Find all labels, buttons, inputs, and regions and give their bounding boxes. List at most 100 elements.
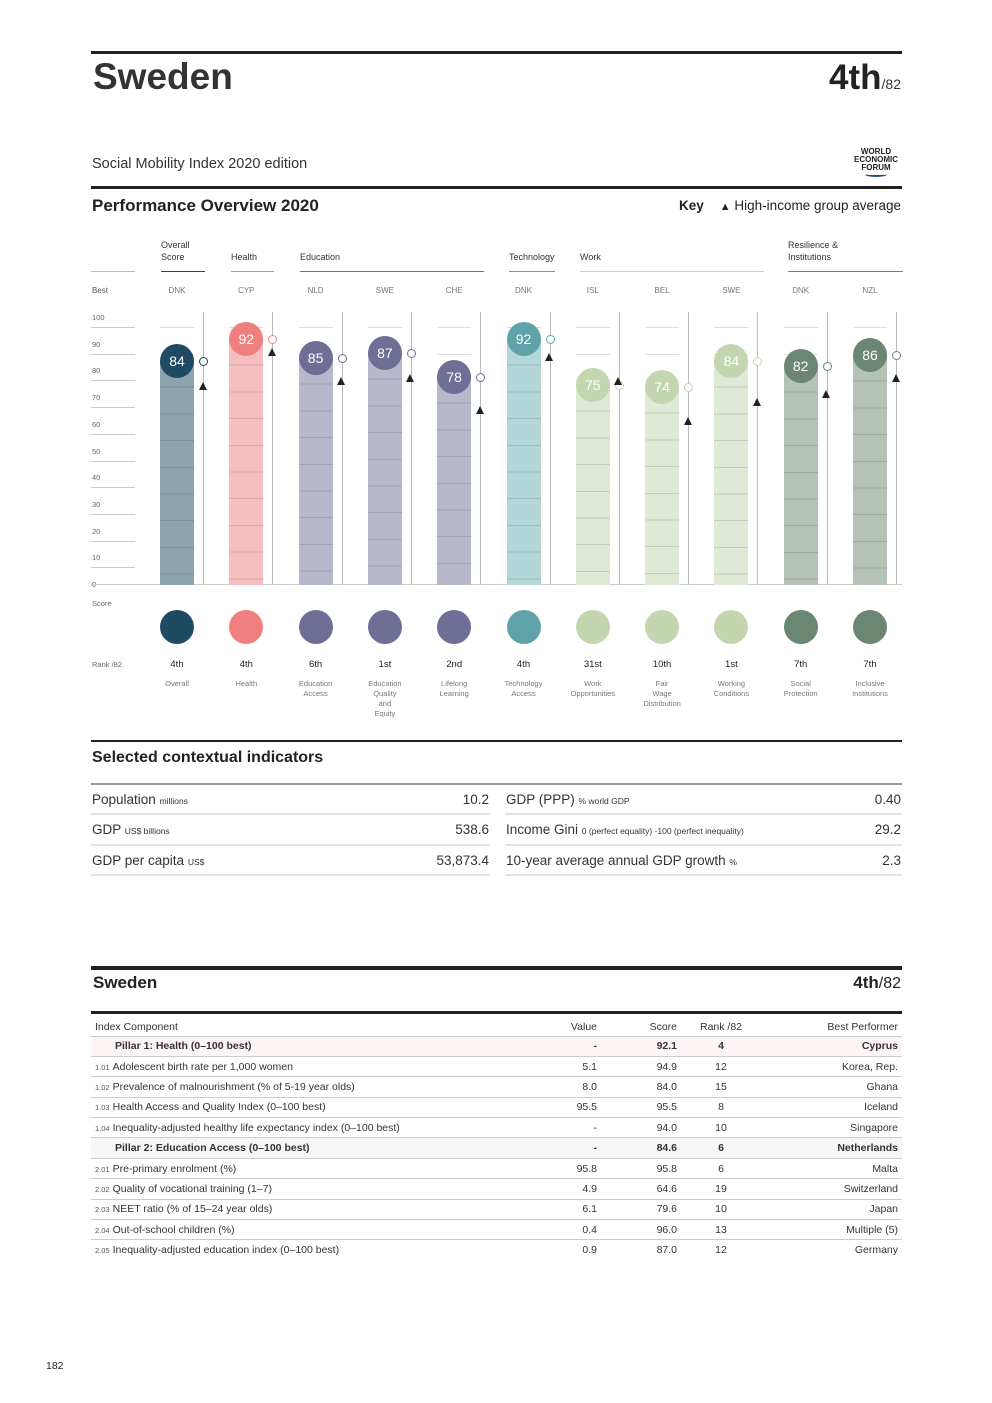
column-axis <box>480 312 482 585</box>
component-label: Pillar 2: Education Access (0–100 best) <box>115 1142 310 1155</box>
y-tick-label: 40 <box>92 473 101 483</box>
group-label: Education <box>300 252 341 262</box>
high-income-average-triangle <box>267 347 276 356</box>
high-income-average-triangle <box>545 353 553 362</box>
column-gridline <box>298 327 333 328</box>
column-axis <box>757 312 759 585</box>
col-score: Score <box>649 1020 677 1033</box>
component-label: Prevalence of malnourishment (% of 5-19 … <box>112 1080 355 1093</box>
score-bar <box>645 387 680 585</box>
best-country-code: BEL <box>654 286 670 295</box>
pillar-rank: 6th <box>308 659 323 670</box>
pillar-dot <box>367 610 402 644</box>
table-row: 2.03 NEET ratio (% of 15–24 year olds) 6.1… <box>91 1198 902 1220</box>
detail-rank: 4th/82 <box>853 973 901 993</box>
group-underline <box>161 271 205 272</box>
component-name: 2.01 Pre-primary enrolment (%) <box>91 1157 531 1179</box>
table-row: Pillar 2: Education Access (0–100 best) -… <box>91 1137 902 1159</box>
group-label: Work <box>580 252 601 262</box>
indicator-value: 2.3 <box>882 852 901 868</box>
indicator-unit: % <box>729 856 737 867</box>
pillar-label: Education Access <box>298 679 333 698</box>
score-bar <box>783 366 818 585</box>
pillar-dot <box>853 610 887 644</box>
ctx-rule <box>91 740 902 742</box>
component-label: Adolescent birth rate per 1,000 women <box>112 1060 293 1073</box>
component-value: 95.5 <box>531 1096 601 1118</box>
column-axis <box>341 312 343 585</box>
indicator-name: GDP (PPP) <box>506 791 575 807</box>
column-gridline <box>575 353 610 355</box>
triangle-icon: ▲ <box>719 201 731 213</box>
pillar-label: Working Conditions <box>713 679 750 698</box>
column-axis <box>203 312 204 585</box>
indicator-value: 538.6 <box>455 822 489 837</box>
component-code: 1.01 <box>95 1062 110 1072</box>
component-code: 2.05 <box>95 1246 110 1256</box>
col-best: Best Performer <box>827 1020 898 1033</box>
component-rank: 4 <box>681 1035 761 1057</box>
component-value: 8.0 <box>531 1076 601 1098</box>
indicator-value: 53,873.4 <box>436 852 489 868</box>
column-axis <box>410 312 412 585</box>
component-name: 2.02 Quality of vocational training (1–7) <box>91 1178 531 1200</box>
ctx-top-rule <box>91 783 902 785</box>
column-axis <box>549 312 551 585</box>
best-country-code: DNK <box>792 286 810 295</box>
y-tick-label: 70 <box>92 393 101 403</box>
score-marker <box>822 362 832 372</box>
best-performer: Germany <box>761 1239 902 1261</box>
key-text: High-income group average <box>734 198 902 213</box>
component-rank: 19 <box>681 1178 761 1200</box>
score-bar <box>437 376 472 585</box>
component-name: 2.05 Inequality-adjusted education index … <box>91 1239 531 1261</box>
detail-rule <box>91 966 902 970</box>
component-value: - <box>531 1137 601 1159</box>
component-score: 79.6 <box>601 1198 681 1220</box>
component-name: 2.03 NEET ratio (% of 15–24 year olds) <box>91 1198 531 1220</box>
best-country-code: CHE <box>445 286 463 295</box>
group-underline <box>788 271 903 272</box>
component-label: Pre-primary enrolment (%) <box>112 1162 237 1175</box>
column-axis <box>618 312 620 585</box>
y-tick-label: 20 <box>92 526 101 536</box>
y-gridline <box>91 433 135 435</box>
high-income-average-triangle <box>891 374 900 383</box>
context-row: Income Gini 0 (perfect equality) -100 (p… <box>505 816 902 846</box>
detail-country: Sweden <box>93 973 158 992</box>
pillar-label: Work Opportunities <box>570 679 616 698</box>
group-underline <box>509 271 555 272</box>
component-label: Pillar 1: Health (0–100 best) <box>115 1040 252 1053</box>
column-gridline <box>714 327 749 328</box>
y-tick-label: 80 <box>92 366 101 376</box>
high-income-average-triangle <box>475 406 484 415</box>
component-score: 94.0 <box>601 1117 681 1138</box>
component-code: 1.03 <box>95 1103 110 1113</box>
best-country-code: DNK <box>168 286 186 295</box>
indicator-name: Population <box>92 791 156 807</box>
y-tick-label: 90 <box>92 339 101 349</box>
component-score: 95.8 <box>601 1157 681 1179</box>
context-label: Income Gini 0 (perfect equality) -100 (p… <box>506 822 744 837</box>
indicator-value: 29.2 <box>874 822 901 837</box>
component-code: 2.04 <box>95 1225 110 1235</box>
indicator-unit: 0 (perfect equality) -100 (perfect inequ… <box>581 826 744 836</box>
y-gridline <box>91 513 135 515</box>
best-label: Best <box>92 286 109 295</box>
group-label: Technology <box>509 252 555 262</box>
score-bubble: 84 <box>160 343 194 378</box>
col-rank: Rank /82 <box>699 1020 743 1033</box>
component-rank: 12 <box>681 1239 761 1261</box>
component-code: 2.03 <box>95 1205 110 1215</box>
component-value: - <box>531 1035 601 1057</box>
score-bubble: 78 <box>437 359 472 394</box>
indicator-unit: millions <box>159 795 188 806</box>
group-label: Overall Score <box>161 240 190 262</box>
rank-axis-label: Rank /82 <box>92 660 123 669</box>
score-bar <box>229 339 264 585</box>
component-score: 95.5 <box>601 1096 681 1118</box>
context-label: GDP per capita US$ <box>92 853 204 868</box>
component-rank: 12 <box>681 1055 761 1077</box>
component-code: 2.01 <box>95 1164 110 1174</box>
score-bar <box>575 384 610 585</box>
